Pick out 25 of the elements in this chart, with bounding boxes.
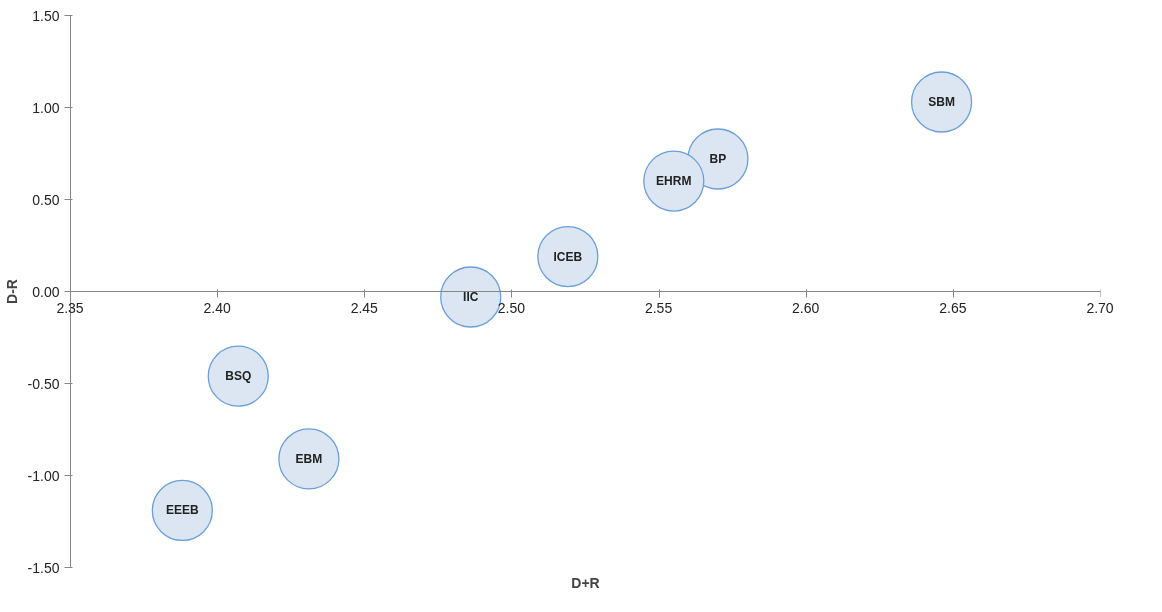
y-axis-title: D-R	[3, 279, 20, 304]
y-tick-label: -1.00	[27, 467, 60, 484]
x-tick-label: 2.60	[792, 300, 820, 316]
y-tick-label: -1.50	[27, 559, 60, 576]
x-tick-label: 2.55	[644, 300, 673, 316]
y-tick-label: 0.00	[32, 283, 60, 300]
annotation: EEEB	[165, 503, 199, 518]
y-tick-label: 0.50	[32, 191, 60, 208]
y-tick-label: 1.00	[32, 99, 60, 116]
annotation: EHRM	[656, 174, 692, 189]
annotation: SBM	[928, 94, 955, 109]
y-tick-label: -0.50	[27, 375, 60, 392]
annotation: IIC	[463, 290, 479, 305]
x-tick-label: 2.50	[497, 300, 526, 316]
x-tick-label: 2.65	[939, 300, 967, 316]
y-tick-label: 1.50	[32, 7, 60, 24]
x-tick-label: 2.70	[1086, 300, 1114, 316]
x-tick-label: 2.45	[350, 300, 378, 316]
x-tick-label: 2.35	[56, 300, 84, 316]
annotation: BP	[709, 152, 727, 167]
annotation: EBM	[295, 451, 323, 466]
annotation: BSQ	[225, 369, 252, 384]
x-axis-title: D+R	[571, 574, 600, 591]
annotation: ICEB	[553, 249, 583, 264]
x-tick-label: 2.40	[203, 300, 231, 316]
